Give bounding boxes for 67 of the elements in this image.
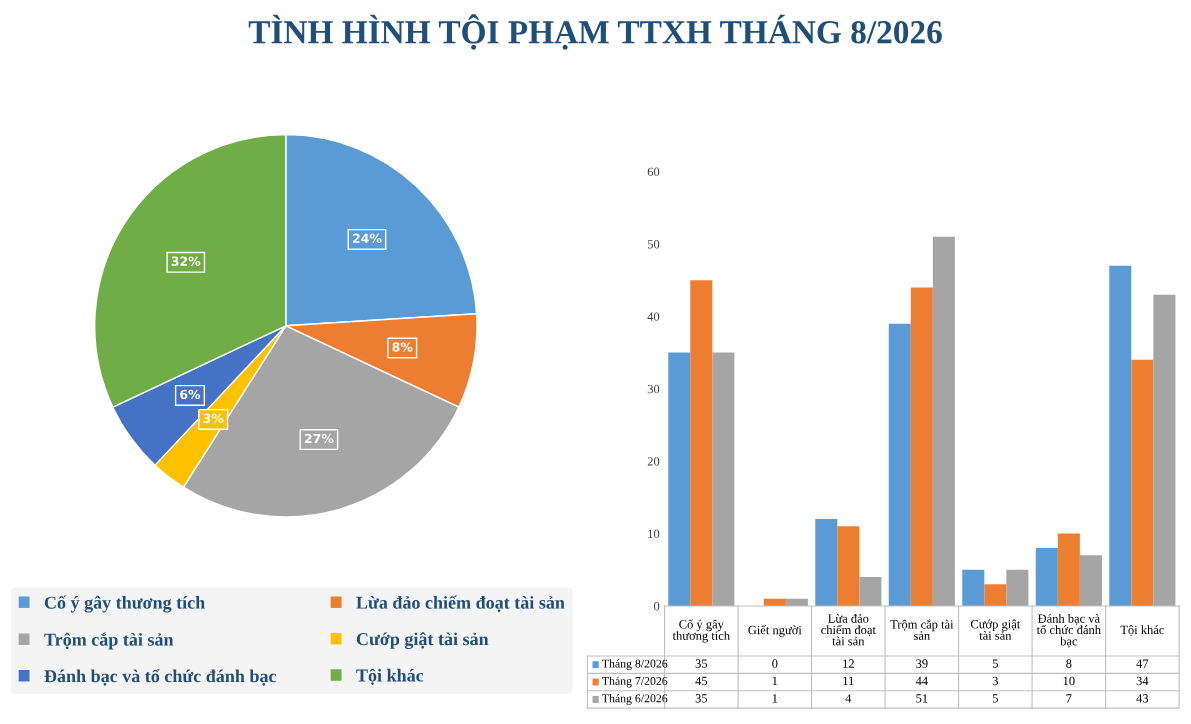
x-tick-label: Trộm cắp tài sản [890,619,954,640]
data-label: 6% [180,389,201,400]
data-label: 51 [916,694,928,703]
data-label: 4 [845,694,852,703]
bar [888,323,911,606]
bar [1057,533,1080,606]
chart-title: TÌNH HÌNH TỘI PHẠM TTXH THÁNG 8/2026 [248,14,942,50]
legend-label: Tội khác [356,668,424,685]
data-label: 27% [304,433,334,444]
data-label: 35 [695,694,708,703]
bar [859,577,882,606]
data-label: 8 [1066,659,1072,668]
y-tick-label: 10 [648,529,660,539]
legend-label: Tháng 6/2026 [602,694,668,705]
y-tick-label: 60 [647,167,660,177]
bar [932,236,955,606]
y-tick-label: 40 [647,312,660,321]
data-label: 7 [1066,694,1072,703]
bar [815,519,838,606]
data-label: 32% [171,256,201,266]
data-label: 5 [992,659,998,668]
bar [837,526,860,606]
legend-label: Lừa đảo chiếm đoạt tài sản [356,595,565,613]
data-label: 3 [992,676,998,686]
legend-label: Tháng 8/2026 [602,659,668,671]
bar [910,287,933,606]
x-tick-label: Cướp giật tài sản [970,619,1021,640]
legend-label: Đánh bạc và tổ chức đánh bạc [44,668,277,686]
bar [690,280,713,606]
data-label: 1 [772,676,778,686]
bar [1153,294,1176,606]
x-tick-label: Giết người [748,625,802,637]
data-label: 35 [695,659,708,668]
data-label: 11 [843,676,854,686]
bar [962,569,985,606]
bar [712,352,735,606]
y-tick-label: 20 [647,457,660,466]
data-label: 43 [1136,694,1149,703]
bar [1035,548,1058,606]
data-label: 3% [203,413,224,424]
data-label: 1 [772,694,778,703]
x-tick-label: Lừa đảo chiếm đoạt tài sản [821,613,876,646]
data-label: 5 [992,694,998,703]
data-label: 44 [915,676,928,686]
data-label: 45 [695,676,708,686]
x-tick-label: Đánh bạc và tổ chức đánh bạc [1036,613,1101,648]
data-label: 8% [392,342,413,352]
bar [984,584,1007,606]
data-label: 12 [843,659,854,668]
data-label: 47 [1136,659,1149,668]
bar [1079,555,1102,606]
x-tick-label: Cố ý gây thương tích [672,619,730,643]
data-label: 0 [772,659,778,668]
legend-label: Tháng 7/2026 [602,676,668,688]
legend-label: Cố ý gây thương tích [44,595,205,613]
bar [1131,359,1154,606]
y-tick-label: 0 [653,602,660,611]
data-label: 24% [352,233,382,244]
bar [1109,265,1132,606]
data-label: 34 [1136,676,1149,686]
data-label: 39 [916,659,928,668]
x-tick-label: Tội khác [1120,625,1164,637]
data-label: 10 [1063,676,1075,686]
bar [1006,569,1029,606]
bar [668,352,691,606]
y-tick-label: 50 [647,240,660,249]
y-tick-label: 30 [647,384,660,394]
